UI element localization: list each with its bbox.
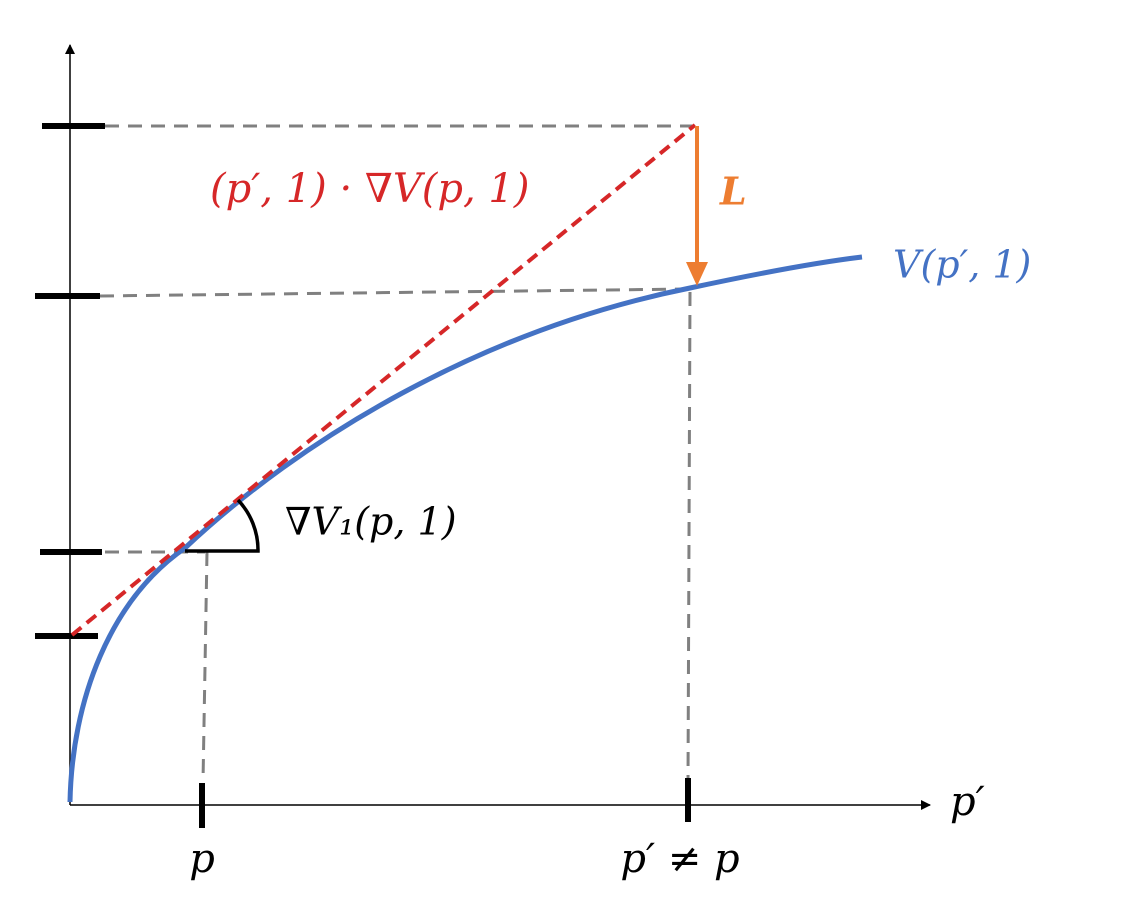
value-curve (67, 254, 863, 803)
tangent-label: (p′, 1) · ∇V(p, 1) (210, 166, 529, 212)
loss-label: L (719, 169, 747, 214)
tangent-line (70, 123, 697, 637)
guide (201, 551, 209, 783)
angle-arc (185, 498, 260, 553)
guide (686, 291, 692, 783)
gradient-label: ∇V₁(p, 1) (285, 500, 457, 544)
curve-label: V(p′, 1) (893, 243, 1031, 287)
loss-arrow-head (686, 262, 708, 286)
x-tick-label: p (189, 836, 215, 882)
ticks (35, 123, 691, 828)
guide (99, 287, 691, 298)
x-axis-label: p′ (950, 779, 985, 825)
x-tick-label: p′ ≠ p (620, 836, 739, 882)
guides (99, 124, 695, 783)
